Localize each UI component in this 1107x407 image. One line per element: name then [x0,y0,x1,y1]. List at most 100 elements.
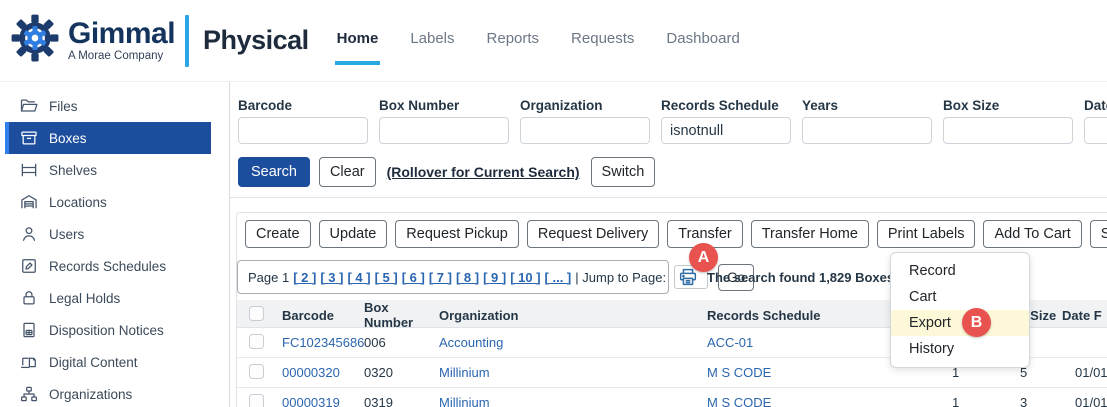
hidden-col-cell: 1 [952,365,960,380]
gimmal-logo[interactable]: Gimmal A Morae Company [10,13,176,68]
page-link-2[interactable]: [ 2 ] [293,269,317,285]
sidebar-item-label: Locations [49,194,107,210]
transfer-button[interactable]: Transfer [667,220,743,248]
sidebar-item-label: Files [49,98,78,114]
box-number-cell: 0320 [364,365,393,380]
barcode-link[interactable]: 00000320 [282,365,340,380]
row-checkbox[interactable] [249,363,264,379]
annotation-badge-a: A [689,243,718,272]
switch-button[interactable]: Switch [590,157,656,187]
page-link-9[interactable]: [ 9 ] [483,269,507,285]
records-schedule-link[interactable]: ACC-01 [707,335,754,350]
page-link-10[interactable]: [ 10 ] [510,269,541,285]
menu-item-cart[interactable]: Cart [909,289,937,305]
menu-item-export[interactable]: Export [891,310,1029,336]
sidebar: Files Boxes Shelves Locations [0,82,230,407]
page-link-more[interactable]: [ ... ] [544,269,572,285]
menu-item-record[interactable]: Record [909,263,956,279]
page-link-5[interactable]: [ 5 ] [374,269,398,285]
go-button[interactable]: Go [718,263,755,291]
barcode-link[interactable]: FC102345686 [282,335,365,350]
sidebar-item-files[interactable]: Files [5,90,211,122]
date-input[interactable] [1084,117,1107,144]
sidebar-item-users[interactable]: Users [5,218,211,250]
sidebar-item-legal-holds[interactable]: Legal Holds [5,282,211,314]
sidebar-item-label: Shelves [49,162,98,178]
organization-link[interactable]: Millinium [439,395,490,407]
org-chart-icon [19,384,39,404]
schedule-icon [19,256,39,276]
barcode-link[interactable]: 00000319 [282,395,340,407]
box-number-cell: 0319 [364,395,393,407]
search-form: Barcode Box Number Organization Records … [230,82,1107,144]
page-link-6[interactable]: [ 6 ] [401,269,425,285]
box-number-input[interactable] [379,117,509,144]
document-icon [19,320,39,340]
nav-home[interactable]: Home [334,20,381,65]
box-size-input[interactable] [943,117,1073,144]
records-schedule-label: Records Schedule [661,98,779,113]
organization-link[interactable]: Millinium [439,365,490,380]
records-schedule-input[interactable] [661,117,791,144]
sidebar-item-digital-content[interactable]: Digital Content [5,346,211,378]
sidebar-item-disposition-notices[interactable]: Disposition Notices [5,314,211,346]
records-schedule-link[interactable]: M S CODE [707,365,772,380]
rollover-current-search-link[interactable]: (Rollover for Current Search) [386,164,580,180]
column-organization: Organization [439,307,519,323]
top-navigation: Home Labels Reports Requests Dashboard [334,20,742,65]
sidebar-item-label: Legal Holds [49,290,121,306]
section-divider [230,197,1107,198]
nav-labels[interactable]: Labels [410,30,455,47]
transfer-home-button[interactable]: Transfer Home [750,220,869,248]
search-dropdown-button[interactable]: Search [1089,220,1107,248]
user-icon [19,224,39,244]
years-input[interactable] [802,117,932,144]
jump-to-page-label: | Jump to Page: [575,269,667,285]
select-all-checkbox[interactable] [249,306,264,321]
page-link-7[interactable]: [ 7 ] [428,269,452,285]
results-toolbar: Create Update Request Pickup Request Del… [245,220,1107,248]
request-pickup-button[interactable]: Request Pickup [395,220,519,248]
page-link-8[interactable]: [ 8 ] [455,269,480,285]
row-checkbox[interactable] [249,393,264,407]
request-delivery-button[interactable]: Request Delivery [526,220,660,248]
printer-icon[interactable] [677,266,699,288]
organization-link[interactable]: Accounting [439,335,504,350]
add-to-cart-button[interactable]: Add To Cart [983,220,1082,248]
date-from-cell: 01/01/ [1075,365,1107,380]
sidebar-item-boxes[interactable]: Boxes [5,122,211,154]
table-row[interactable]: 00000320 0320 Millinium M S CODE 1 5 01/… [237,358,1107,388]
records-schedule-link[interactable]: M S CODE [707,395,772,407]
logo-divider [185,14,190,67]
search-button[interactable]: Search [238,157,310,187]
update-button[interactable]: Update [318,220,388,248]
organization-input[interactable] [520,117,650,144]
table-row[interactable]: 00000319 0319 Millinium M S CODE 1 3 01/… [237,388,1107,407]
page-link-3[interactable]: [ 3 ] [320,269,344,285]
search-results-summary: The search found 1,829 Boxes [707,269,895,285]
barcode-input[interactable] [238,117,368,144]
date-from-cell: 01/01/ [1075,395,1107,407]
column-box-number: Box Number [364,300,414,330]
page-link-4[interactable]: [ 4 ] [347,269,371,285]
sidebar-item-locations[interactable]: Locations [5,186,211,218]
sidebar-item-shelves[interactable]: Shelves [5,154,211,186]
nav-dashboard[interactable]: Dashboard [666,30,740,47]
sidebar-item-label: Digital Content [49,354,138,370]
sidebar-item-records-schedules[interactable]: Records Schedules [5,250,211,282]
table-row[interactable]: FC102345686 006 Accounting ACC-01 [237,328,1107,358]
box-number-label: Box Number [379,98,460,113]
row-checkbox[interactable] [249,333,264,349]
nav-reports[interactable]: Reports [486,30,540,47]
nav-requests[interactable]: Requests [571,30,635,47]
product-title: Physical [203,25,309,55]
box-icon [19,128,39,148]
menu-item-history[interactable]: History [909,341,955,357]
years-label: Years [802,98,839,113]
search-action-row: Search Clear (Rollover for Current Searc… [230,144,1107,188]
print-labels-button[interactable]: Print Labels [876,220,976,248]
create-button[interactable]: Create [245,220,311,248]
warehouse-icon [19,192,39,212]
sidebar-item-organizations[interactable]: Organizations [5,378,211,407]
clear-button[interactable]: Clear [318,157,376,187]
